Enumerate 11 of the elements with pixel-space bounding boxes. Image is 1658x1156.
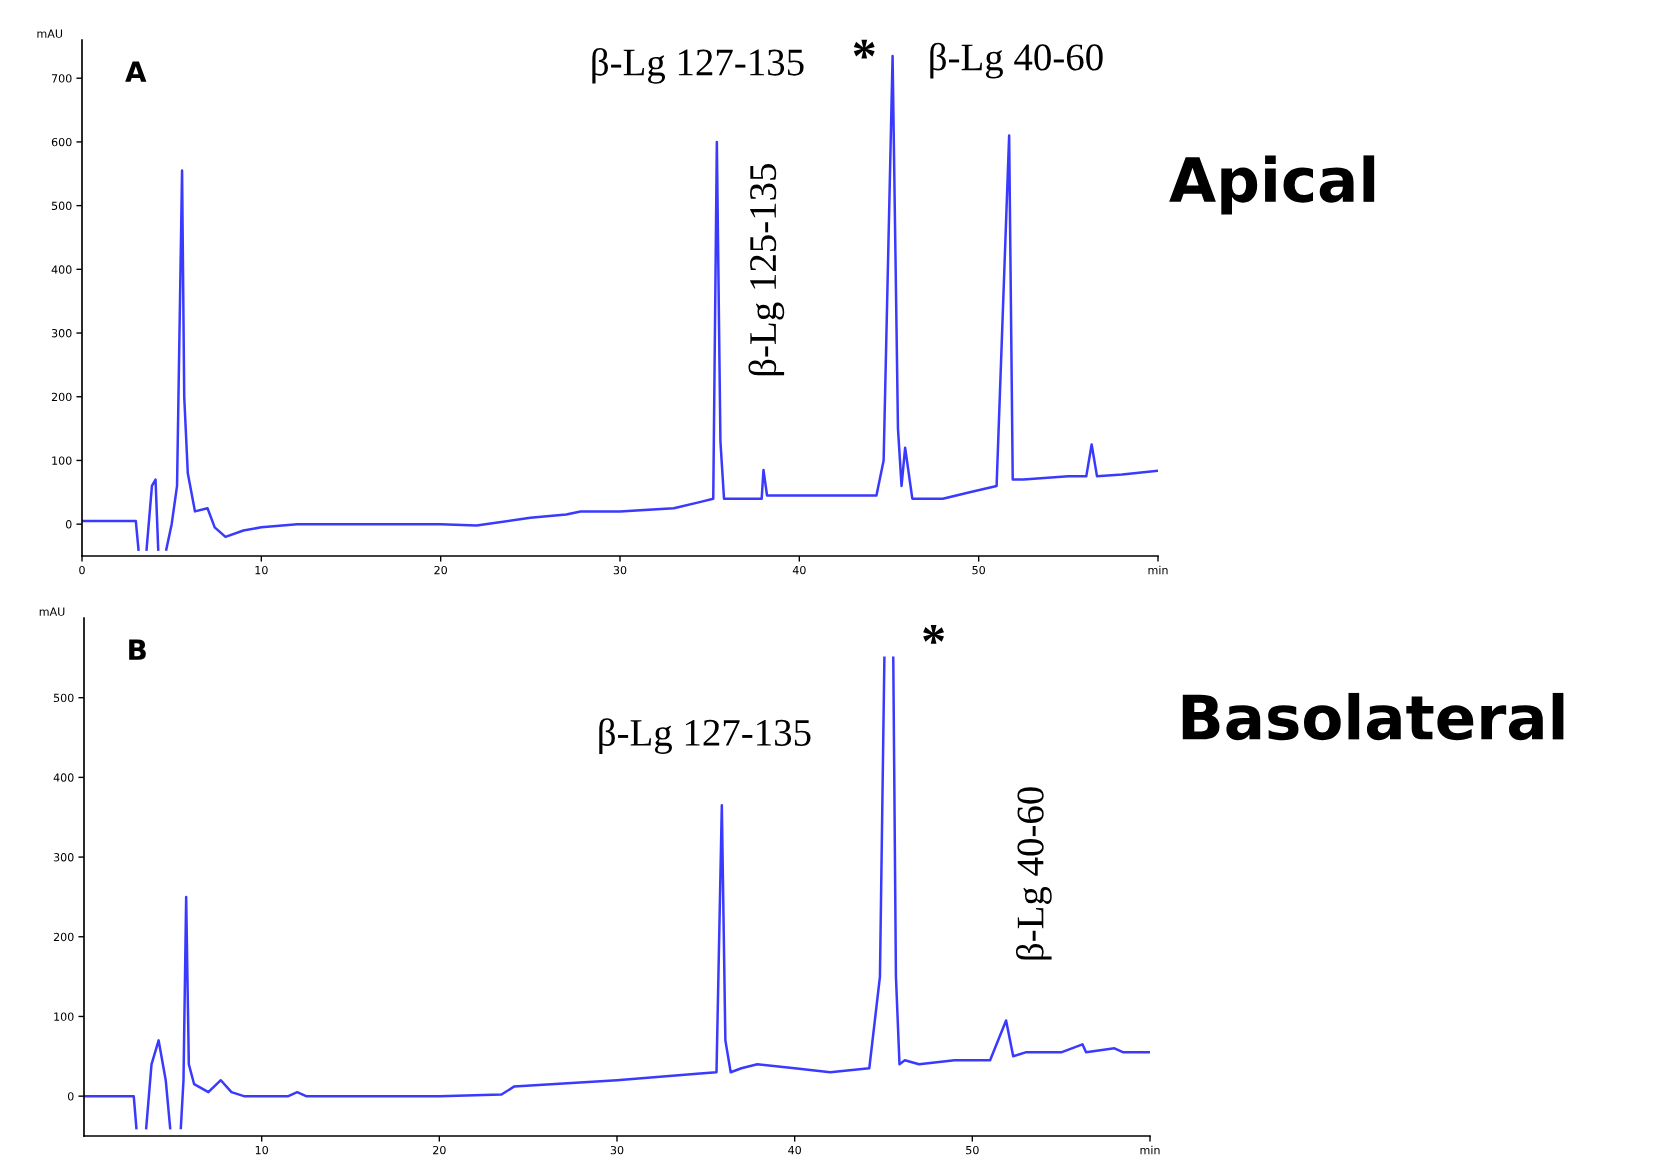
annotation: β-Lg 40-60 xyxy=(1015,787,1052,960)
annotation: A xyxy=(125,61,147,82)
text: Apical xyxy=(1169,155,1375,215)
annotation: β-Lg 127-135 xyxy=(599,718,811,754)
annotation: β-Lg 125-135 xyxy=(748,164,785,376)
annotation: * xyxy=(853,39,875,59)
annotation: β-Lg 127-135 xyxy=(592,47,804,84)
annotation: β-Lg 40-60 xyxy=(930,42,1103,79)
annotation: B xyxy=(129,639,146,660)
text: Basolateral xyxy=(1182,692,1564,741)
annotation: * xyxy=(923,625,945,644)
